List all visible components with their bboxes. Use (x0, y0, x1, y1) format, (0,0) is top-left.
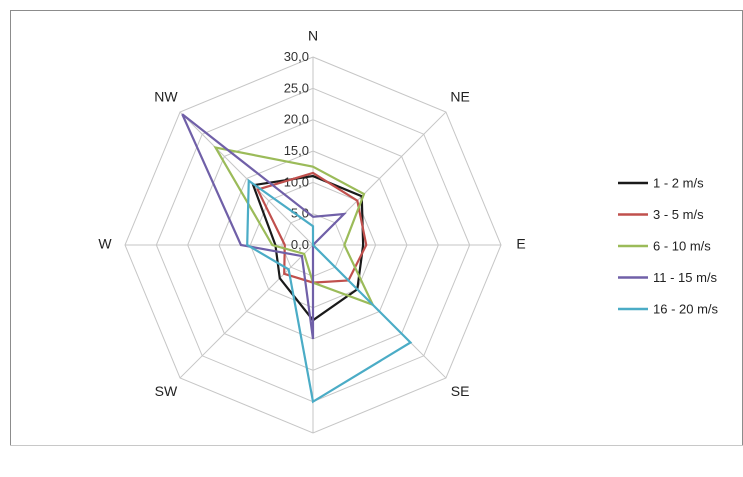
legend-label: 3 - 5 m/s (653, 207, 704, 222)
direction-label-e: E (516, 236, 525, 252)
grid-spoke (179, 244, 314, 379)
legend: 1 - 2 m/s 3 - 5 m/s 6 - 10 m/s 11 - 15 m/s 1… (618, 175, 719, 316)
direction-label-ne: NE (450, 89, 469, 105)
tick-label: 20,0 (284, 112, 309, 127)
tick-label: 15,0 (284, 143, 309, 158)
radial-ticks: 0,05,010,015,020,025,030,0 (284, 49, 309, 252)
chart-area (10, 10, 743, 475)
legend-label: 11 - 15 m/s (653, 270, 718, 285)
direction-label-sw: SW (155, 383, 178, 399)
grid-spoke (179, 111, 314, 246)
direction-label-w: W (98, 236, 112, 252)
series-line-4 (181, 113, 347, 340)
tick-label: 25,0 (284, 80, 309, 95)
legend-label: 1 - 2 m/s (653, 175, 704, 190)
tick-label: 0,0 (291, 237, 309, 252)
direction-label-se: SE (451, 383, 470, 399)
legend-label: 6 - 10 m/s (653, 238, 711, 253)
direction-label-n: N (308, 28, 318, 44)
series-line-5 (246, 178, 413, 404)
tick-label: 30,0 (284, 49, 309, 64)
direction-labels: NNEESESSWWNW (98, 28, 525, 460)
legend-label: 16 - 20 m/s (653, 301, 719, 316)
direction-label-nw: NW (154, 89, 178, 105)
sheet-bottom-band (10, 445, 743, 476)
series-lines (181, 113, 413, 404)
